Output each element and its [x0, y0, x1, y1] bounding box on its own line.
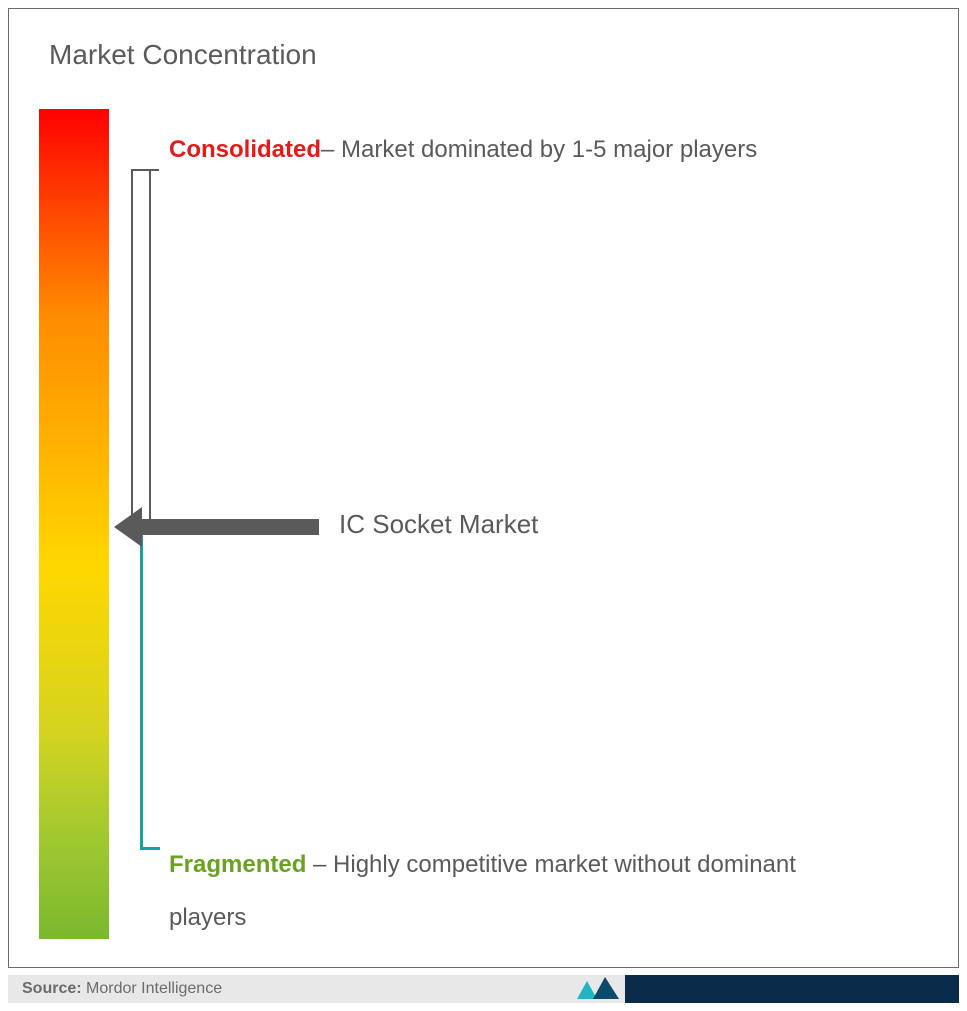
source-prefix: Source:	[22, 980, 82, 997]
arrow-shaft	[139, 519, 319, 535]
arrow-head-icon	[114, 507, 142, 547]
bracket-upper-line-2	[149, 169, 151, 529]
fragmented-description: Fragmented – Highly competitive market w…	[169, 839, 869, 945]
bracket-lower-line	[140, 534, 143, 849]
pointer-arrow	[114, 507, 324, 547]
source-text: Source: Mordor Intelligence	[8, 980, 222, 997]
source-name: Mordor Intelligence	[82, 980, 223, 997]
footer-dark-strip	[625, 975, 959, 1003]
concentration-gradient-bar	[39, 109, 109, 939]
consolidated-label: Consolidated	[169, 136, 321, 163]
chart-frame: Market Concentration Consolidated– Marke…	[8, 8, 959, 968]
market-pointer-label: IC Socket Market	[339, 509, 538, 540]
bracket-upper-line-1	[131, 169, 133, 529]
bracket-upper-tick-2	[149, 169, 159, 171]
consolidated-description: Consolidated– Market dominated by 1-5 ma…	[169, 124, 849, 177]
fragmented-label: Fragmented	[169, 851, 306, 878]
bracket-lower-tick	[140, 847, 160, 850]
chart-title: Market Concentration	[49, 39, 317, 71]
mordor-logo-icon	[575, 975, 621, 1003]
consolidated-text: – Market dominated by 1-5 major players	[321, 136, 757, 163]
